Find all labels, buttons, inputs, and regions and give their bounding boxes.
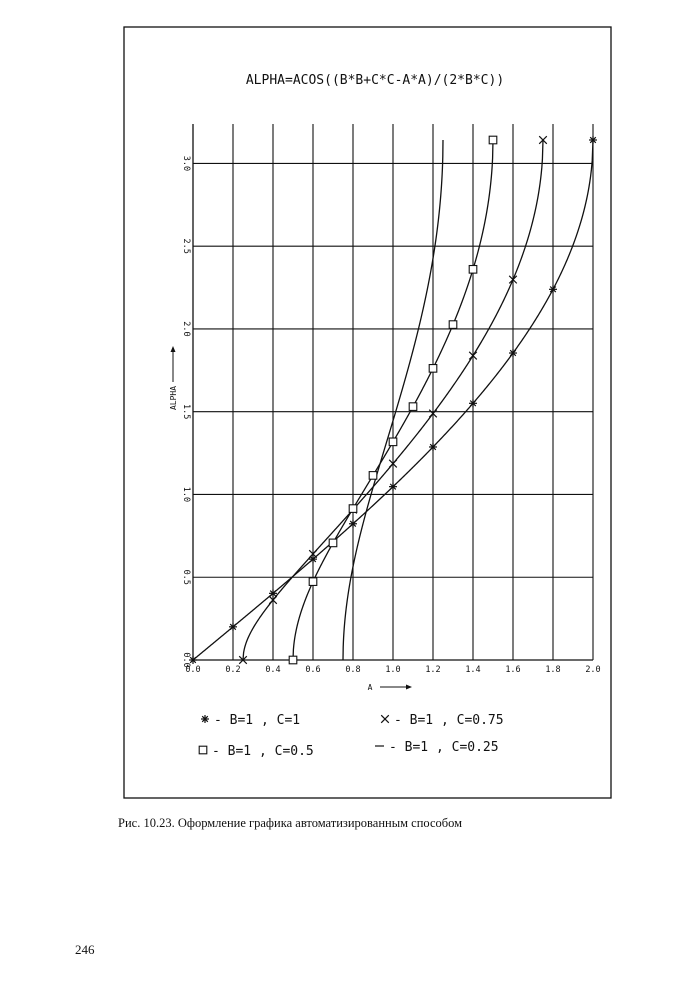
x-axis-arrow-head — [406, 684, 412, 690]
legend-item-2: - B=1 , C=0.75 — [380, 713, 504, 728]
x-tick-label: 1.8 — [545, 665, 560, 675]
series-1-marker — [269, 589, 277, 598]
series-2-marker — [508, 275, 518, 284]
series-1-marker — [229, 622, 237, 631]
y-axis-label: ALPHA — [169, 386, 178, 410]
series-2-marker — [388, 459, 398, 468]
series-1-marker — [509, 349, 517, 358]
series-1-marker — [349, 519, 357, 528]
legend-symbol-square — [198, 745, 208, 755]
series-2-marker — [538, 135, 548, 145]
legend-label: - B=1 , C=0.5 — [212, 744, 314, 759]
series-1-marker — [189, 656, 197, 664]
series-2-marker — [428, 409, 438, 418]
x-axis-label: A — [368, 683, 373, 692]
figure-caption: Рис. 10.23. Оформление графика автоматиз… — [118, 816, 463, 830]
y-tick-label-group: 1.5 — [181, 404, 191, 419]
legend-item-4: - B=1 , C=0.25 — [375, 740, 499, 755]
y-tick-label: 1.0 — [181, 487, 191, 502]
series-3-marker — [488, 135, 498, 145]
series-2-marker — [468, 351, 478, 360]
x-tick-label: 0.4 — [265, 665, 280, 675]
legend-symbol-cross — [380, 714, 390, 724]
series-1-marker — [389, 482, 397, 491]
legend-label: - B=1 , C=0.75 — [394, 713, 504, 728]
series-3-marker — [288, 655, 298, 665]
series-3-marker — [348, 504, 358, 513]
series-1-marker — [429, 442, 437, 451]
series-1-marker — [549, 285, 557, 294]
x-tick-labels: 0.0 0.2 0.4 0.6 0.8 1.0 1.2 1.4 1.6 1.8 2.0 — [185, 665, 600, 675]
series-1-marker — [589, 135, 597, 144]
x-tick-label: 0.8 — [345, 665, 360, 675]
legend-item-3: - B=1 , C=0.5 — [198, 744, 314, 759]
series-3-marker — [468, 264, 478, 274]
y-tick-label: 0.5 — [181, 570, 191, 585]
x-tick-label: 0.2 — [225, 665, 240, 675]
series-3-marker — [408, 402, 418, 411]
series-2-marker — [268, 595, 278, 605]
grid-lines — [193, 124, 594, 660]
y-tick-label-group: 2.5 — [181, 239, 191, 254]
x-tick-label: 1.2 — [425, 665, 440, 675]
y-tick-label-group: 2.0 — [181, 321, 191, 336]
chart-title: ALPHA=ACOS((B*B+C*C-A*A)/(2*B*C)) — [246, 73, 504, 88]
series-3-marker — [308, 577, 318, 586]
series-line-4 — [342, 139, 444, 661]
legend-item-1: - B=1 , C=1 — [201, 713, 300, 728]
series-3-marker — [368, 471, 378, 480]
series-3-marker — [428, 364, 438, 373]
series-1-marker — [309, 555, 317, 564]
page-number: 246 — [75, 942, 95, 957]
x-tick-label: 0.0 — [185, 665, 200, 675]
series-2-marker — [238, 655, 248, 665]
y-tick-labels: 0.0 0.5 1.0 1.5 2.0 2.5 3.0 — [181, 156, 191, 668]
axes — [192, 124, 593, 661]
series-2-marker — [308, 549, 318, 559]
y-axis-label-group: ALPHA — [169, 386, 178, 410]
series-3-marker — [448, 320, 458, 329]
y-tick-label: 0.0 — [181, 652, 191, 667]
y-tick-label: 1.5 — [181, 404, 191, 419]
series-3-marker — [328, 538, 338, 548]
x-tick-label: 0.6 — [305, 665, 320, 675]
legend-symbol-asterisk — [201, 715, 209, 723]
y-axis-arrow-head — [170, 346, 176, 352]
series-3-marker — [388, 437, 398, 447]
legend-label: - B=1 , C=0.25 — [389, 740, 499, 755]
y-tick-label: 3.0 — [181, 156, 191, 171]
y-tick-label: 2.0 — [181, 321, 191, 336]
x-tick-label: 1.4 — [465, 665, 480, 675]
y-tick-label-group: 3.0 — [181, 156, 191, 171]
y-tick-label: 2.5 — [181, 239, 191, 254]
legend: - B=1 , C=1 - B=1 , C=0.75- B=1 , C=0.5 … — [198, 713, 504, 759]
x-tick-label: 2.0 — [585, 665, 600, 675]
series-1-marker — [469, 399, 477, 408]
y-tick-label-group: 0.5 — [181, 570, 191, 585]
y-tick-label-group: 1.0 — [181, 487, 191, 502]
series-markers — [189, 135, 597, 665]
x-tick-label: 1.0 — [385, 665, 400, 675]
y-tick-label-group: 0.0 — [181, 652, 191, 667]
legend-label: - B=1 , C=1 — [214, 713, 300, 728]
figure-frame — [123, 26, 612, 799]
x-tick-label: 1.6 — [505, 665, 520, 675]
